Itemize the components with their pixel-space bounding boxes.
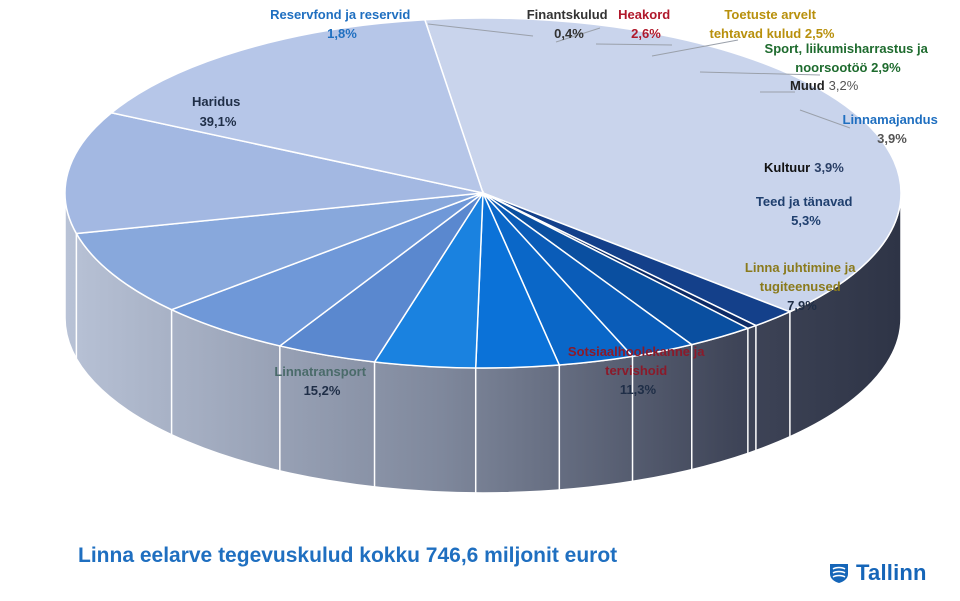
label-linnamajandus-name: Linnamajandus — [843, 112, 938, 127]
label-juhtimine-line1: Linna juhtimine ja — [745, 260, 856, 275]
logo-text: Tallinn — [856, 560, 927, 585]
label-finantskulud: Finantskulud 0,4% — [527, 7, 612, 41]
pie-slice-haridus — [423, 17, 902, 313]
label-heakord: Heakord 2,6% — [618, 7, 674, 41]
pie-chart: Haridus 39,1% Reservfond ja reservid 1,8… — [64, 7, 942, 494]
label-linnatransport: Linnatransport 15,2% — [274, 364, 369, 398]
label-haridus: Haridus 39,1% — [192, 94, 244, 129]
tallinn-logo: Tallinn — [828, 560, 927, 586]
pie-slice-sotsiaalhoolekanne-ja-tervishoid — [64, 111, 484, 235]
label-teed: Teed ja tänavad 5,3% — [756, 194, 856, 228]
label-heakord-value: 2,6% — [631, 26, 661, 41]
pie-slice-teed-ja-tänavad — [169, 192, 484, 347]
label-juhtimine-value: 7,9% — [787, 298, 817, 313]
label-linnamajandus: Linnamajandus 3,9% — [843, 112, 942, 146]
label-reservfond-value: 1,8% — [327, 26, 357, 41]
label-toetuste-line2: tehtavad kulud 2,5% — [710, 26, 835, 41]
pie-slice-linna-juhtimine-ja-tugiteenused — [75, 192, 484, 311]
label-sport-value: 2,9% — [871, 60, 901, 75]
label-linnamajandus-value: 3,9% — [877, 131, 907, 146]
label-finantskulud-name: Finantskulud — [527, 7, 608, 22]
label-toetuste-value: 2,5% — [805, 26, 835, 41]
leader-lines — [427, 23, 851, 129]
label-sport: Sport, liikumisharrastus ja noorsootöö 2… — [765, 41, 932, 75]
label-toetuste-line1: Toetuste arvelt — [724, 7, 816, 22]
label-kultuur: Kultuur 3,9% — [764, 160, 844, 175]
label-finantskulud-value: 0,4% — [554, 26, 584, 41]
label-muud-value: 3,2% — [829, 78, 859, 93]
leader-line — [651, 39, 739, 57]
label-linnatransport-value: 15,2% — [304, 383, 341, 398]
tallinn-shield-icon — [830, 564, 848, 583]
leader-line — [595, 43, 673, 46]
label-muud: Muud 3,2% — [790, 78, 859, 93]
label-reservfond-name: Reservfond ja reservid — [270, 7, 410, 22]
label-sport-line1: Sport, liikumisharrastus ja — [765, 41, 929, 56]
label-sotsiaal-line2: tervishoid — [605, 363, 667, 378]
label-linnatransport-name: Linnatransport — [274, 364, 366, 379]
label-muud-name: Muud — [790, 78, 825, 93]
leader-line — [799, 109, 851, 129]
label-haridus-name: Haridus — [192, 94, 240, 109]
leader-line — [555, 27, 601, 43]
label-heakord-name: Heakord — [618, 7, 670, 22]
leader-line — [699, 71, 821, 76]
label-kultuur-name: Kultuur — [764, 160, 810, 175]
label-teed-name: Teed ja tänavad — [756, 194, 853, 209]
pie-slice-linnatransport — [109, 18, 485, 195]
label-juhtimine: Linna juhtimine ja tugiteenused 7,9% — [745, 260, 859, 313]
label-haridus-value: 39,1% — [200, 114, 237, 129]
label-reservfond: Reservfond ja reservid 1,8% — [270, 7, 414, 41]
pie-slices — [64, 17, 902, 369]
label-juhtimine-line2: tugiteenused — [760, 279, 841, 294]
label-toetuste: Toetuste arvelt tehtavad kulud 2,5% — [710, 7, 835, 41]
label-sotsiaal-value: 11,3% — [620, 382, 657, 397]
leader-line — [427, 23, 534, 37]
chart-title: Linna eelarve tegevuskulud kokku 746,6 m… — [78, 544, 618, 567]
label-sotsiaal-line1: Sotsiaalhoolekanne ja — [568, 344, 705, 359]
label-sotsiaal: Sotsiaalhoolekanne ja tervishoid 11,3% — [568, 344, 708, 397]
slice-labels: Haridus 39,1% Reservfond ja reservid 1,8… — [192, 7, 942, 398]
label-kultuur-value: 3,9% — [814, 160, 844, 175]
label-sport-line2: noorsootöö 2,9% — [795, 60, 901, 75]
label-teed-value: 5,3% — [791, 213, 821, 228]
